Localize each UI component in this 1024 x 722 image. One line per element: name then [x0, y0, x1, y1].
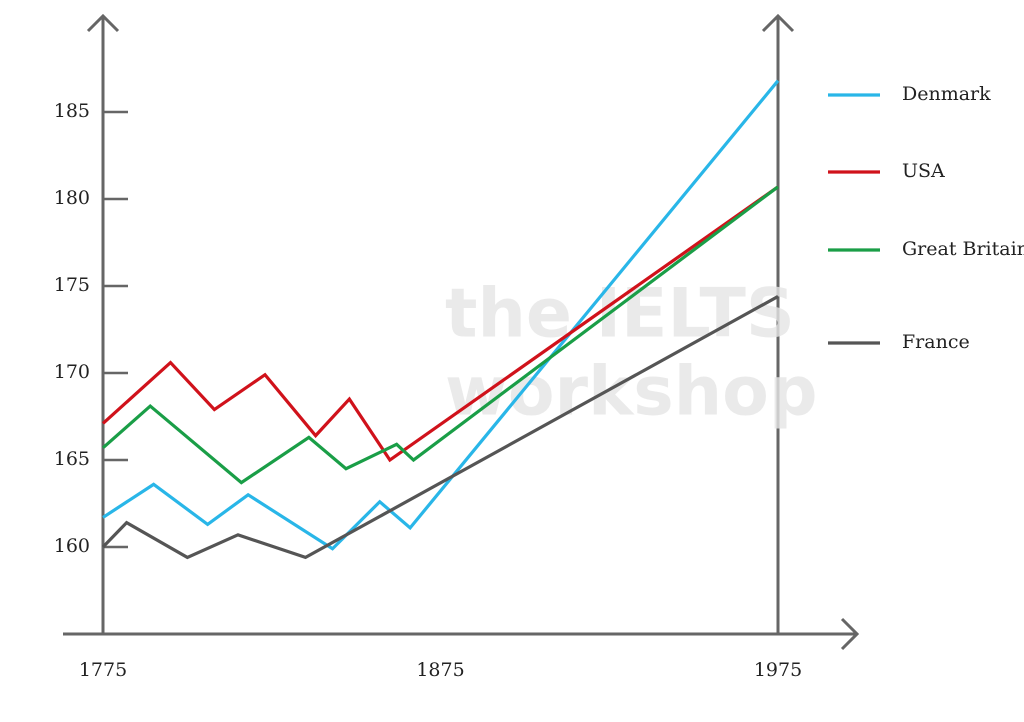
x-tick-label: 1775: [79, 659, 127, 681]
y-tick-label: 185: [54, 100, 90, 122]
x-tick-label: 1875: [416, 659, 464, 681]
y-tick-label: 160: [54, 535, 90, 557]
y-tick-label: 165: [54, 448, 90, 470]
watermark: workshop: [445, 353, 818, 432]
legend-label: USA: [902, 160, 945, 182]
legend-label: Denmark: [902, 83, 991, 105]
y-tick-label: 170: [54, 361, 90, 383]
axes: [63, 13, 860, 651]
right-axis: [761, 13, 795, 634]
y-tick-label: 180: [54, 187, 90, 209]
y-axis: [86, 13, 120, 634]
y-tick-label: 175: [54, 274, 90, 296]
x-axis: [63, 617, 860, 651]
series-line: [102, 79, 780, 551]
watermark: the IELTS: [445, 275, 795, 354]
legend-label: Great Britain: [902, 238, 1024, 260]
series-line: [101, 185, 779, 485]
legend-label: France: [902, 331, 970, 353]
x-tick-label: 1975: [754, 659, 802, 681]
series-line: [101, 295, 779, 560]
